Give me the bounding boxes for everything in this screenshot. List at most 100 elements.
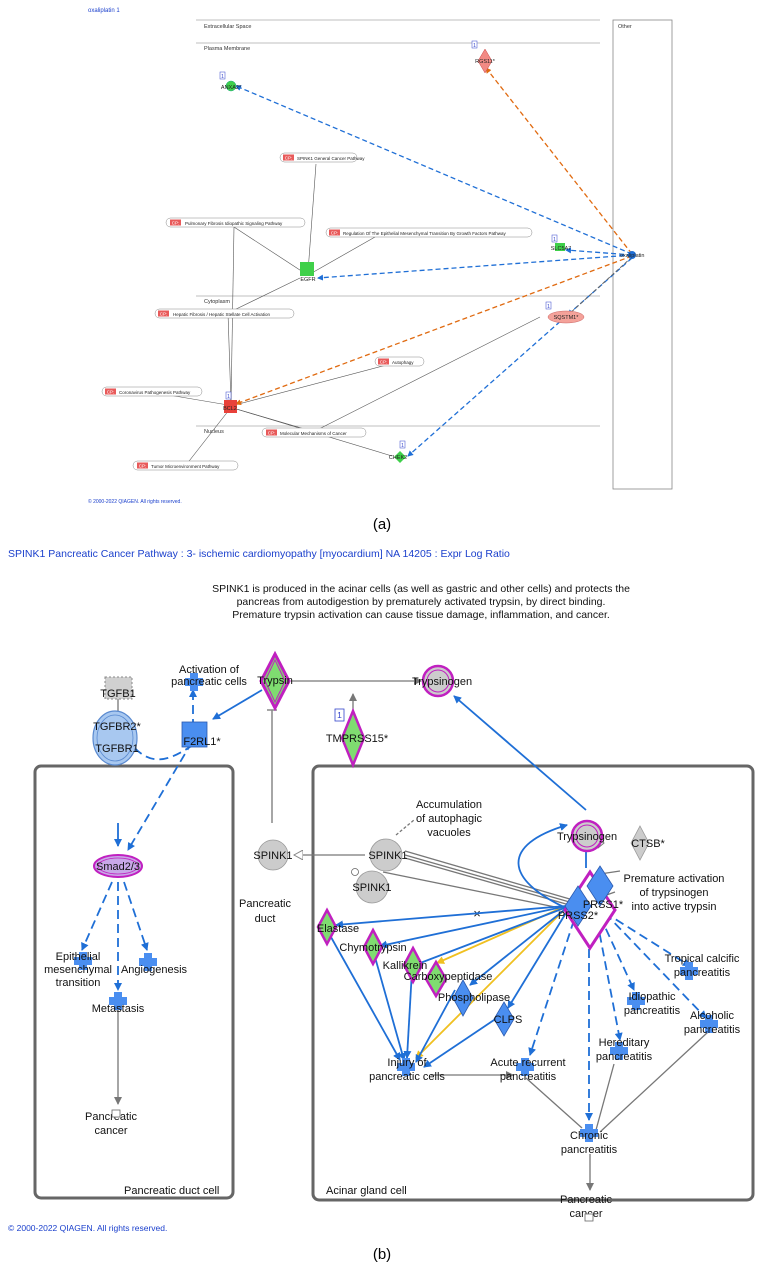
metastasis-cross-icon <box>109 992 127 1010</box>
accumulation-label-1: Accumulation <box>416 799 482 811</box>
hereditary-cross-icon <box>610 1042 628 1060</box>
idiopathic-cross-icon <box>627 992 645 1010</box>
panel-b: SPINK1 Pancreatic Cancer Pathway : 3- is… <box>8 548 755 1263</box>
description: SPINK1 is produced in the acinar cells (… <box>212 583 630 621</box>
chronic-label-1: Chronic <box>570 1130 608 1142</box>
compartment-extracellular: Extracellular Space <box>204 24 251 30</box>
badge-chek2: 1 <box>401 443 404 449</box>
angiogenesis-label: Angiogenesis <box>121 964 188 976</box>
pathway-pill[interactable]: CP: Regulation Of The Epithelial Mesench… <box>325 227 533 238</box>
premature-label-3: into active trypsin <box>632 901 717 913</box>
svg-text:CP:: CP: <box>331 231 339 236</box>
tmprss15-node[interactable] <box>340 707 366 769</box>
panel-b-title: SPINK1 Pancreatic Cancer Pathway : 3- is… <box>8 548 510 560</box>
acinar-cell-box <box>311 764 755 1202</box>
sqstm1-node[interactable] <box>547 310 585 324</box>
oxaliplatin-node[interactable] <box>628 251 636 259</box>
slc5a7-label: SLC5A7 <box>551 246 572 252</box>
pathway-pill[interactable]: CP: Molecular Mechanisms of Cancer <box>261 427 367 438</box>
spink1-a-label: SPINK1 <box>368 850 407 862</box>
alcoholic-label-2: pancreatitis <box>684 1024 741 1036</box>
carboxypeptidase-node[interactable] <box>424 959 448 999</box>
panel-a-label: (a) <box>373 516 391 533</box>
injury-label-2: pancreatic cells <box>369 1071 445 1083</box>
rgs11-node[interactable] <box>477 48 493 74</box>
activation-label-1: Activation of <box>179 664 240 676</box>
spink1-a-node[interactable] <box>369 838 403 872</box>
phospholipase-node[interactable] <box>452 979 474 1017</box>
badge-slc5a7: 1 <box>553 237 556 243</box>
slc5a7-node[interactable] <box>555 243 565 251</box>
svg-text:Pulmonary Fibrosis Idiopathic: Pulmonary Fibrosis Idiopathic Signaling … <box>185 221 283 226</box>
clps-node[interactable] <box>493 1001 515 1037</box>
chymotrypsin-node[interactable] <box>362 927 384 967</box>
small-circle-icon <box>351 868 359 876</box>
pancreatic-duct-label-1: Pancreatic <box>239 898 291 910</box>
svg-text:Coronavirus Pathogenesis Pathw: Coronavirus Pathogenesis Pathway <box>119 390 191 395</box>
compartment-other-box <box>612 19 673 490</box>
svg-text:pancreas from autodigestion by: pancreas from autodigestion by premature… <box>237 596 606 608</box>
elastase-node[interactable] <box>316 907 338 947</box>
pathway-pill[interactable]: CP: SPINK1 General Cancer Pathway <box>279 152 365 163</box>
tgfb1-node[interactable] <box>104 676 133 700</box>
chronic-label-2: pancreatitis <box>561 1144 618 1156</box>
chek2-label: CHEK2 <box>389 455 407 461</box>
alcoholic-label-1: Alcoholic <box>690 1010 735 1022</box>
chronic-cross-icon <box>580 1124 598 1142</box>
badge-bcl2: 1 <box>227 394 230 400</box>
tgfbr-complex-node[interactable] <box>92 710 138 766</box>
egfr-node[interactable] <box>300 262 314 276</box>
svg-text:SPINK1 General Cancer Pathway: SPINK1 General Cancer Pathway <box>297 156 365 161</box>
svg-text:Premature trypsin activation c: Premature trypsin activation can cause t… <box>232 609 610 621</box>
ctsb-node[interactable] <box>630 825 650 861</box>
spink1-duct-node[interactable] <box>257 839 289 871</box>
acute-label-1: Acute recurrent <box>490 1057 565 1069</box>
svg-text:CP:: CP: <box>380 360 388 365</box>
pathway-pill[interactable]: CP: Autophagy <box>374 356 425 367</box>
activation-cross-icon <box>185 673 203 691</box>
svg-text:Hepatic Fibrosis / Hepatic Ste: Hepatic Fibrosis / Hepatic Stellate Cell… <box>173 312 271 317</box>
f2rl1-node[interactable] <box>181 721 208 748</box>
tgfb1-label: TGFB1 <box>100 688 135 700</box>
angiogenesis-cross-icon <box>139 953 157 971</box>
tgfbr1-label: TGFBR1 <box>95 743 138 755</box>
pancreatic-cancer-duct-label-1: Pancreatic <box>85 1111 137 1123</box>
svg-text:CP:: CP: <box>285 156 293 161</box>
svg-text:Regulation Of The Epithelial M: Regulation Of The Epithelial Mesenchymal… <box>343 231 506 236</box>
anxa2-node[interactable] <box>225 80 237 92</box>
idiopathic-label-2: pancreatitis <box>624 1005 681 1017</box>
emt-label-2: mesenchymal <box>44 964 112 976</box>
prss1-label: PRSS1* <box>583 899 624 911</box>
compartment-plasma-membrane: Plasma Membrane <box>204 46 250 52</box>
pathway-pill[interactable]: CP: Coronavirus Pathogenesis Pathway <box>101 386 203 397</box>
bcl2-node[interactable] <box>224 400 237 413</box>
tmprss15-label: TMPRSS15* <box>326 733 389 745</box>
hereditary-label-2: pancreatitis <box>596 1051 653 1063</box>
pathway-pill[interactable]: CP: Hepatic Fibrosis / Hepatic Stellate … <box>154 308 295 319</box>
pathway-pill[interactable]: CP: Tumor Microenvironment Pathway <box>132 460 239 471</box>
svg-text:SPINK1 is produced in the acin: SPINK1 is produced in the acinar cells (… <box>212 583 630 595</box>
activation-label-2: pancreatic cells <box>171 676 247 688</box>
pancreatic-cancer-duct-label-2: cancer <box>94 1125 127 1137</box>
kallikrein-node[interactable] <box>402 945 424 985</box>
spink1-duct-label: SPINK1 <box>253 850 292 862</box>
pancreatic-cancer-acinar-label-1: Pancreatic <box>560 1194 612 1206</box>
f2rl1-label: F2RL1* <box>183 736 221 748</box>
badge-sqstm1: 1 <box>547 304 550 310</box>
panel-a-copyright: © 2000-2022 QIAGEN. All rights reserved. <box>88 498 182 505</box>
panel-b-label: (b) <box>373 1246 391 1263</box>
duct-cell-box <box>33 764 235 1200</box>
svg-text:Autophagy: Autophagy <box>392 360 414 365</box>
sqstm1-label: SQSTM1* <box>554 315 580 321</box>
emt-label-1: Epithelial <box>56 951 101 963</box>
panel-b-copyright: © 2000-2022 QIAGEN. All rights reserved. <box>8 1223 167 1233</box>
pathway-pill[interactable]: CP: Pulmonary Fibrosis Idiopathic Signal… <box>165 217 306 228</box>
carboxypeptidase-label: Carboxypeptidase <box>404 971 493 983</box>
compartment-nucleus: Nucleus <box>204 429 224 435</box>
trypsin-node[interactable] <box>259 650 291 712</box>
spink1-b-node[interactable] <box>355 870 389 904</box>
trypsinogen-top-label: Trypsinogen <box>412 676 472 688</box>
smad23-node[interactable] <box>93 854 143 878</box>
chek2-node[interactable] <box>394 451 406 463</box>
tgfbr2-label: TGFBR2* <box>93 721 141 733</box>
